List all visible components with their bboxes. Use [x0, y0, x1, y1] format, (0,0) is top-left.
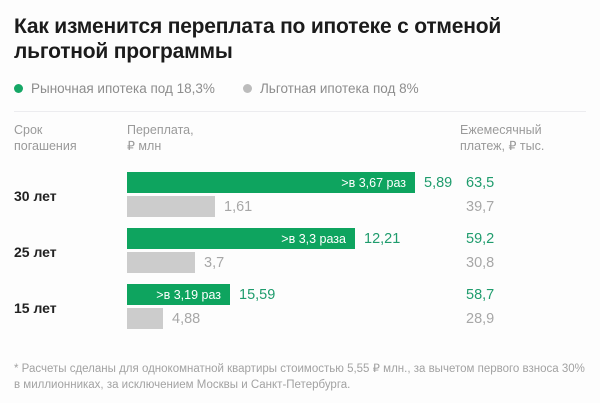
row-label-term: 30 лет: [14, 188, 57, 204]
legend-dot-icon: [242, 83, 252, 93]
bar-subsidized: [127, 252, 195, 273]
monthly-payment-subsidized: 30,8: [466, 254, 495, 271]
bar-line-subsidized: 4,88 28,9: [127, 308, 586, 329]
bar-market: >в 3,19 раз: [127, 284, 230, 305]
legend-dot-icon: [14, 83, 23, 93]
bar-value-subsidized: 4,88: [172, 310, 201, 327]
bar-value-market: 12,21: [364, 230, 401, 247]
bar-line-market: >в 3,19 раз 15,59 58,7: [127, 284, 586, 305]
column-header-monthly: Ежемесячный платеж, ₽ тыс.: [460, 122, 580, 154]
bar-annotation: >в 3,19 раз: [156, 287, 221, 302]
monthly-payment-market: 59,2: [466, 230, 495, 247]
bar-line-subsidized: 1,61 39,7: [127, 196, 586, 217]
row-label-term: 15 лет: [14, 300, 57, 316]
column-header-term-line1: Срок: [14, 123, 43, 137]
bar-annotation: >в 3,3 раза: [281, 231, 346, 246]
column-header-term: Срок погашения: [14, 122, 119, 154]
bar-value-market: 15,59: [239, 286, 276, 303]
bar-subsidized: [127, 308, 163, 329]
row-bars: >в 3,67 раз 5,89 63,5 1,61 39,7: [127, 172, 586, 217]
footnote: * Расчеты сделаны для однокомнатной квар…: [14, 363, 585, 391]
chart-legend: Рыночная ипотека под 18,3% Льготная ипот…: [14, 78, 586, 98]
bar-line-subsidized: 3,7 30,8: [127, 252, 586, 273]
bar-market: >в 3,3 раза: [127, 228, 355, 249]
monthly-payment-market: 63,5: [466, 174, 495, 191]
legend-item-subsidized: Льготная ипотека под 8%: [242, 80, 419, 96]
monthly-payment-subsidized: 39,7: [466, 198, 495, 215]
chart-rows: 30 лет >в 3,67 раз 5,89 63,5 1,61 39,7 2…: [14, 168, 586, 336]
table-row: 15 лет >в 3,19 раз 15,59 58,7 4,88 28,9: [14, 280, 586, 336]
bar-line-market: >в 3,67 раз 5,89 63,5: [127, 172, 586, 193]
column-header-monthly-line1: Ежемесячный: [460, 123, 542, 137]
legend-item-market: Рыночная ипотека под 18,3%: [14, 81, 215, 96]
bar-value-subsidized: 1,61: [224, 198, 253, 215]
page-title: Как изменится переплата по ипотеке с отм…: [14, 15, 502, 63]
column-headers: Срок погашения Переплата, ₽ млн Ежемесяч…: [14, 122, 586, 162]
table-row: 30 лет >в 3,67 раз 5,89 63,5 1,61 39,7: [14, 168, 586, 224]
column-header-overpayment-line2: ₽ млн: [127, 139, 162, 153]
monthly-payment-market: 58,7: [466, 286, 495, 303]
legend-item-label: Льготная ипотека под 8%: [259, 80, 419, 96]
bar-value-market: 5,89: [424, 174, 453, 191]
bar-line-market: >в 3,3 раза 12,21 59,2: [127, 228, 586, 249]
column-header-overpayment: Переплата, ₽ млн: [127, 122, 194, 154]
row-label-term: 25 лет: [14, 244, 57, 260]
bar-annotation: >в 3,67 раз: [341, 175, 406, 190]
column-header-overpayment-line1: Переплата,: [127, 123, 194, 137]
bar-value-subsidized: 3,7: [204, 254, 225, 271]
bar-subsidized: [127, 196, 215, 217]
header-divider: [14, 111, 586, 112]
bar-market: >в 3,67 раз: [127, 172, 415, 193]
column-header-term-line2: погашения: [14, 139, 77, 153]
table-row: 25 лет >в 3,3 раза 12,21 59,2 3,7 30,8: [14, 224, 586, 280]
row-bars: >в 3,3 раза 12,21 59,2 3,7 30,8: [127, 228, 586, 273]
monthly-payment-subsidized: 28,9: [466, 310, 495, 327]
row-bars: >в 3,19 раз 15,59 58,7 4,88 28,9: [127, 284, 586, 329]
column-header-monthly-line2: платеж, ₽ тыс.: [460, 139, 545, 153]
legend-item-label: Рыночная ипотека под 18,3%: [31, 80, 215, 96]
